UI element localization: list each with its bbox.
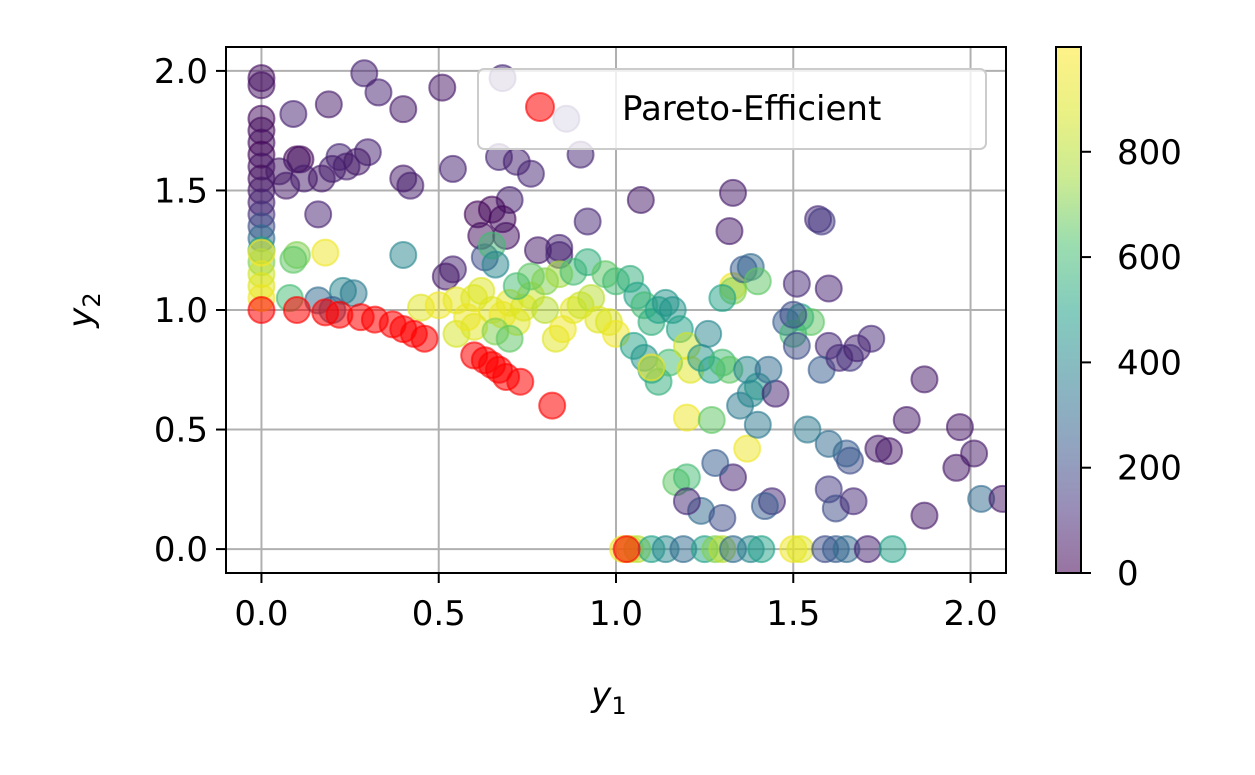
- colorbar: 0 200 400 600 800: [1055, 46, 1182, 594]
- legend: Pareto-Efficient: [477, 68, 987, 150]
- scatter-point: [495, 324, 524, 353]
- pareto-point: [247, 296, 276, 324]
- scatter-point: [814, 274, 843, 303]
- scatter-point: [247, 71, 276, 100]
- legend-marker-pareto: [525, 92, 555, 122]
- scatter-point: [516, 159, 545, 188]
- scatter-point: [431, 262, 460, 291]
- pareto-point: [538, 391, 567, 420]
- colorbar-gradient: [1056, 47, 1081, 573]
- colorbar-ticks: 0 200 400 600 800: [1081, 133, 1182, 594]
- y-tick-label: 1.5: [154, 171, 208, 211]
- pareto-point: [506, 367, 535, 396]
- scatter-point: [892, 405, 921, 434]
- scatter-point: [279, 245, 308, 274]
- scatter-point: [988, 484, 1006, 513]
- scatter-point: [672, 487, 701, 516]
- y-axis: 0.0 0.5 1.0 1.5 2.0: [154, 52, 226, 570]
- y-tick-label: 0.5: [154, 411, 208, 451]
- scatter-point: [438, 154, 467, 183]
- scatter-point: [743, 410, 772, 439]
- scatter-point: [481, 250, 510, 279]
- scatter-point: [672, 403, 701, 432]
- scatter-point: [853, 535, 882, 564]
- legend-box: [477, 68, 987, 150]
- scatter-point: [694, 319, 723, 348]
- scatter-point: [942, 453, 971, 482]
- scatter-point: [453, 303, 482, 332]
- scatter-point: [839, 487, 868, 516]
- scatter-point: [779, 300, 808, 329]
- scatter-point: [350, 59, 379, 88]
- scatter-point: [807, 207, 836, 236]
- colorbar-tick-label: 800: [1117, 133, 1182, 173]
- scatter-point: [343, 147, 372, 176]
- scatter-point: [910, 365, 939, 394]
- x-tick-label: 0.0: [234, 594, 288, 634]
- scatter-point: [318, 154, 347, 183]
- scatter-point: [573, 207, 602, 236]
- scatter-point: [719, 178, 747, 207]
- x-axis-label: y1: [590, 675, 626, 720]
- legend-label-pareto: Pareto-Efficient: [622, 89, 881, 129]
- scatter-point: [304, 200, 333, 229]
- x-tick-label: 1.5: [766, 594, 820, 634]
- scatter-point: [814, 429, 843, 458]
- scatter-point: [364, 78, 393, 107]
- scatter-point: [247, 238, 276, 267]
- pareto-point: [410, 324, 439, 353]
- scatter-point: [910, 501, 939, 530]
- scatter-point: [311, 238, 340, 267]
- scatter-point: [314, 90, 343, 119]
- x-tick-label: 2.0: [944, 594, 998, 634]
- scatter-point: [878, 535, 907, 564]
- scatter-point: [733, 434, 762, 463]
- colorbar-frame: [1055, 46, 1082, 574]
- scatter-point: [793, 415, 822, 444]
- scatter-point: [782, 269, 811, 298]
- scatter-point: [782, 331, 811, 360]
- scatter-point: [715, 217, 744, 246]
- scatter-point: [389, 241, 418, 270]
- pareto-point: [282, 296, 311, 324]
- x-axis-label-subscript: 1: [611, 692, 626, 720]
- scatter-point: [747, 535, 776, 564]
- x-tick-label: 0.5: [412, 594, 466, 634]
- y-tick-label: 1.0: [154, 291, 208, 331]
- y-axis-label-subscript: 2: [78, 292, 106, 307]
- scatter-point: [701, 449, 730, 478]
- y-tick-label: 0.0: [154, 530, 208, 570]
- colorbar-tick-label: 200: [1117, 449, 1182, 489]
- scatter-point: [672, 463, 701, 492]
- scatter-point: [743, 267, 772, 296]
- y-tick-label: 2.0: [154, 52, 208, 92]
- scatter-point: [697, 405, 726, 434]
- scatter-point: [626, 186, 655, 215]
- colorbar-tick-label: 0: [1117, 554, 1139, 594]
- scatter-point: [708, 284, 737, 313]
- scatter-point: [857, 324, 886, 353]
- pareto-point: [612, 535, 641, 564]
- scatter-point: [279, 99, 308, 128]
- pareto-layer: [247, 296, 641, 564]
- scatter-point: [708, 504, 737, 533]
- colorbar-tick-label: 400: [1117, 343, 1182, 383]
- y-axis-label: y2: [61, 292, 106, 328]
- scatter-point: [396, 171, 425, 200]
- x-tick-label: 1.0: [589, 594, 643, 634]
- x-axis: 0.0 0.5 1.0 1.5 2.0: [234, 573, 998, 634]
- scatter-point: [750, 492, 779, 521]
- scatter-point: [754, 355, 783, 384]
- scatter-point: [389, 95, 418, 124]
- scatter-point: [428, 73, 457, 102]
- scatter-point: [531, 296, 560, 324]
- scatter-layer: [247, 59, 1006, 564]
- scatter-point: [875, 437, 903, 466]
- scatter-point: [786, 535, 815, 564]
- scatter-point: [761, 379, 790, 408]
- scatter-point: [637, 353, 666, 382]
- colorbar-tick-label: 600: [1117, 238, 1182, 278]
- scatter-point: [945, 413, 974, 442]
